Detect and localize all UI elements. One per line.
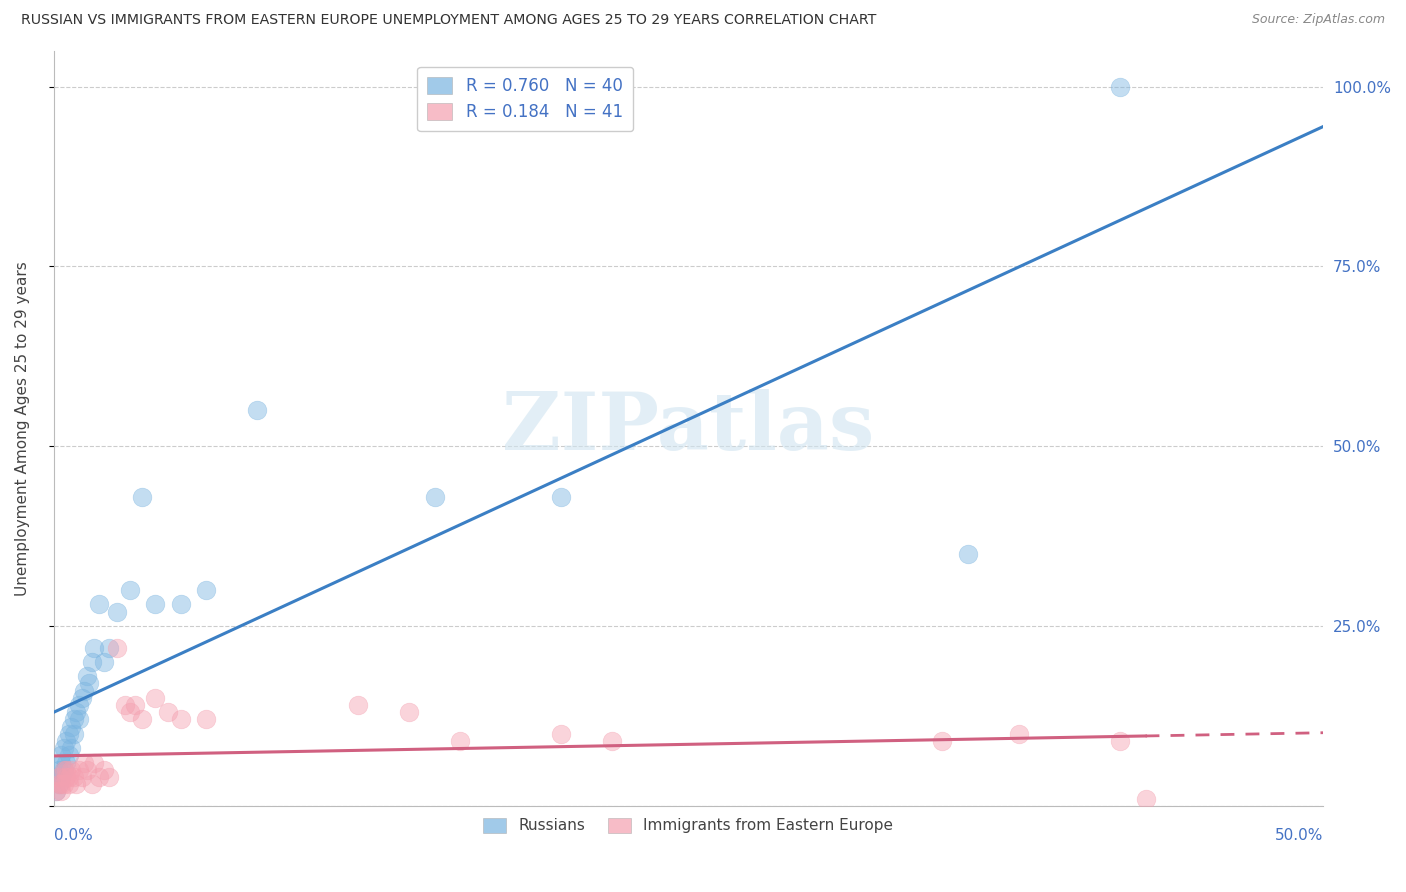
- Point: [1109, 734, 1132, 748]
- Text: Source: ZipAtlas.com: Source: ZipAtlas.com: [1251, 13, 1385, 27]
- Point: [131, 713, 153, 727]
- Point: [80, 655, 103, 669]
- Point: [114, 698, 136, 712]
- Text: RUSSIAN VS IMMIGRANTS FROM EASTERN EUROPE UNEMPLOYMENT AMONG AGES 25 TO 29 YEARS: RUSSIAN VS IMMIGRANTS FROM EASTERN EUROP…: [21, 13, 876, 28]
- Point: [65, 777, 87, 791]
- Point: [51, 770, 73, 784]
- Point: [58, 727, 80, 741]
- Point: [931, 734, 953, 748]
- Point: [48, 763, 70, 777]
- Point: [48, 777, 70, 791]
- Point: [80, 777, 103, 791]
- Text: 50.0%: 50.0%: [1275, 829, 1323, 843]
- Point: [423, 490, 446, 504]
- Point: [55, 756, 77, 770]
- Point: [77, 676, 100, 690]
- Point: [70, 770, 93, 784]
- Point: [52, 777, 75, 791]
- Point: [98, 640, 121, 655]
- Text: 0.0%: 0.0%: [53, 829, 93, 843]
- Point: [67, 698, 90, 712]
- Point: [550, 490, 572, 504]
- Point: [76, 763, 98, 777]
- Point: [67, 713, 90, 727]
- Point: [83, 756, 105, 770]
- Point: [63, 713, 86, 727]
- Point: [550, 727, 572, 741]
- Point: [89, 598, 111, 612]
- Point: [63, 727, 86, 741]
- Point: [194, 713, 217, 727]
- Point: [1007, 727, 1029, 741]
- Point: [45, 784, 67, 798]
- Point: [45, 784, 67, 798]
- Point: [58, 777, 80, 791]
- Point: [73, 756, 96, 770]
- Point: [347, 698, 370, 712]
- Text: ZIPatlas: ZIPatlas: [502, 389, 875, 467]
- Point: [398, 705, 420, 719]
- Point: [51, 748, 73, 763]
- Point: [194, 582, 217, 597]
- Point: [52, 763, 75, 777]
- Point: [67, 763, 90, 777]
- Point: [600, 734, 623, 748]
- Point: [73, 683, 96, 698]
- Point: [131, 490, 153, 504]
- Legend: Russians, Immigrants from Eastern Europe: Russians, Immigrants from Eastern Europe: [477, 812, 900, 839]
- Point: [60, 763, 83, 777]
- Point: [48, 777, 70, 791]
- Point: [98, 770, 121, 784]
- Point: [124, 698, 146, 712]
- Point: [52, 763, 75, 777]
- Point: [143, 690, 166, 705]
- Point: [93, 763, 115, 777]
- Point: [105, 640, 128, 655]
- Point: [70, 690, 93, 705]
- Point: [48, 770, 70, 784]
- Point: [89, 770, 111, 784]
- Y-axis label: Unemployment Among Ages 25 to 29 years: Unemployment Among Ages 25 to 29 years: [15, 260, 30, 596]
- Point: [118, 582, 141, 597]
- Point: [83, 640, 105, 655]
- Point: [52, 741, 75, 756]
- Point: [118, 705, 141, 719]
- Point: [48, 770, 70, 784]
- Point: [1109, 79, 1132, 94]
- Point: [60, 720, 83, 734]
- Point: [51, 756, 73, 770]
- Point: [55, 770, 77, 784]
- Point: [58, 748, 80, 763]
- Point: [51, 784, 73, 798]
- Point: [60, 741, 83, 756]
- Point: [1135, 791, 1157, 805]
- Point: [169, 713, 191, 727]
- Point: [63, 770, 86, 784]
- Point: [55, 763, 77, 777]
- Point: [143, 598, 166, 612]
- Point: [55, 734, 77, 748]
- Point: [93, 655, 115, 669]
- Point: [58, 770, 80, 784]
- Point: [105, 605, 128, 619]
- Point: [51, 777, 73, 791]
- Point: [156, 705, 179, 719]
- Point: [449, 734, 471, 748]
- Point: [76, 669, 98, 683]
- Point: [65, 705, 87, 719]
- Point: [169, 598, 191, 612]
- Point: [246, 403, 269, 417]
- Point: [956, 547, 979, 561]
